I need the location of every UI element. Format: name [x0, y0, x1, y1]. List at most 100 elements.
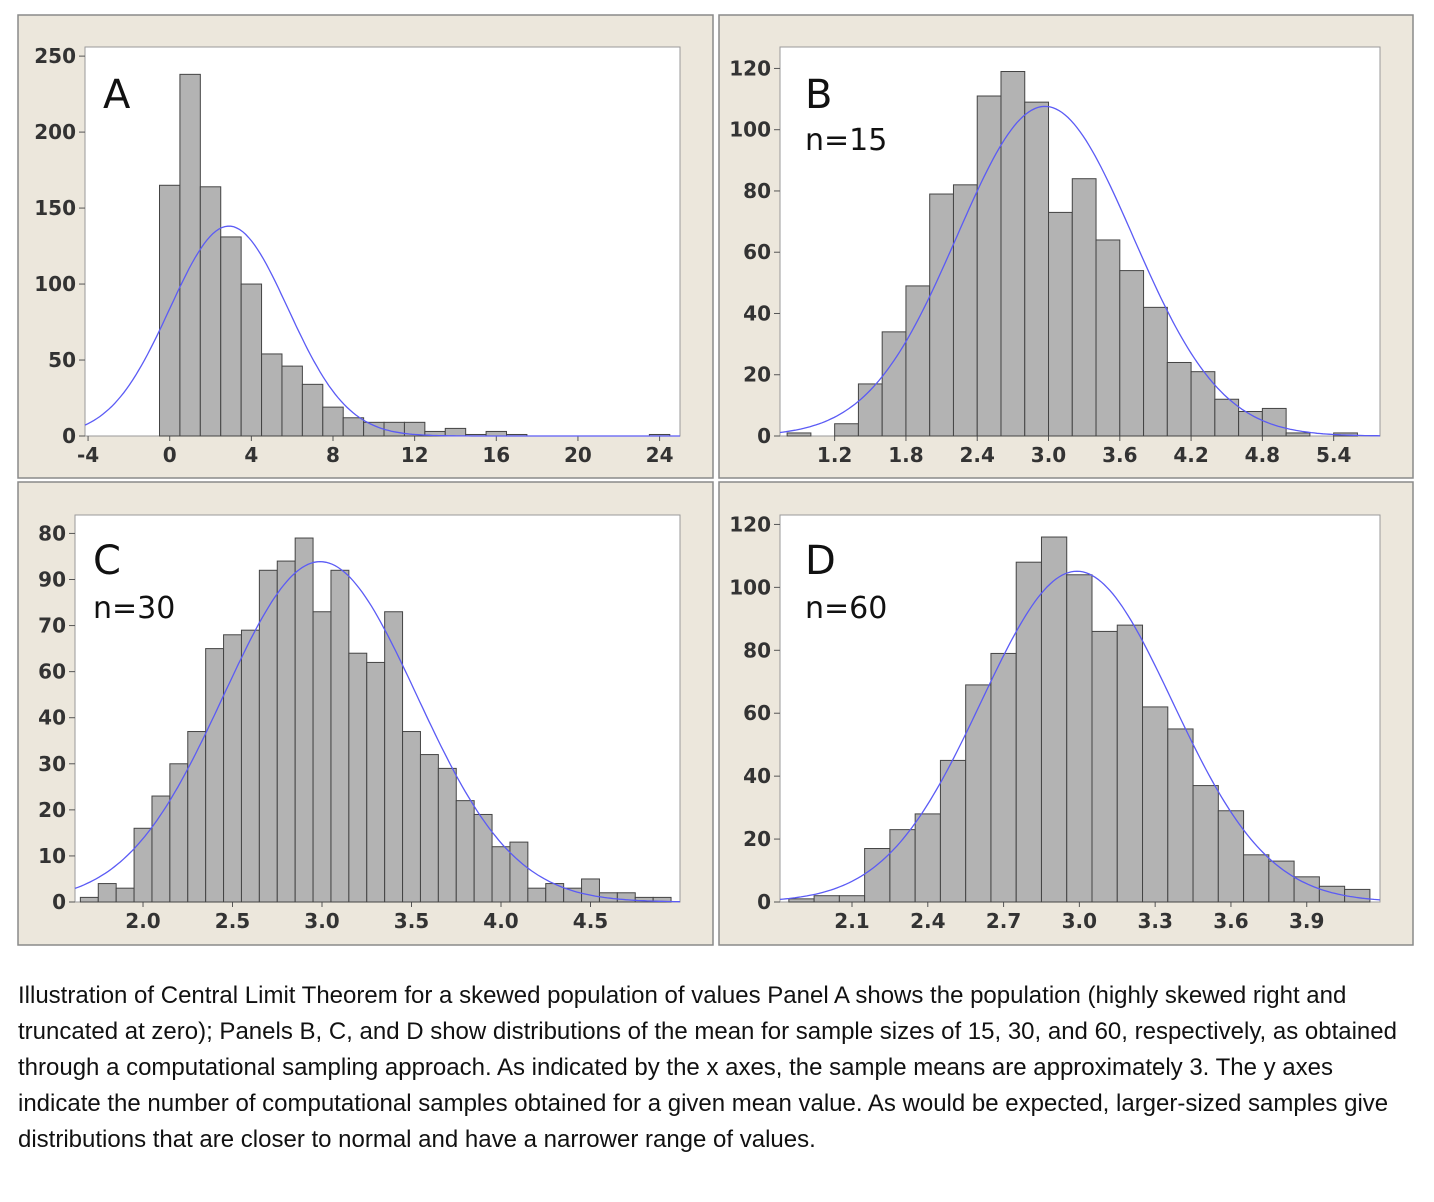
bar: [889, 829, 916, 903]
bar: [79, 896, 99, 903]
bar: [312, 611, 332, 903]
bar: [240, 283, 263, 437]
bar: [342, 417, 365, 437]
x-tick-label: 0: [163, 443, 177, 467]
x-tick-label: 3.0: [304, 909, 339, 933]
fit-curve: [779, 105, 1381, 437]
bar: [205, 648, 225, 903]
y-tick-label: 40: [743, 301, 771, 325]
bar: [240, 629, 260, 903]
bar: [455, 800, 475, 903]
x-tick-label: 16: [482, 443, 510, 467]
bar: [437, 767, 457, 903]
x-tick-label: 24: [646, 443, 674, 467]
bar: [838, 895, 866, 903]
bar: [1015, 561, 1042, 903]
panel-label: D: [805, 538, 836, 584]
x-tick-label: -4: [77, 443, 99, 467]
bar: [187, 731, 207, 903]
fit-curve: [84, 225, 680, 437]
bar: [363, 421, 385, 437]
x-tick-label: 12: [401, 443, 429, 467]
y-tick-label: 0: [757, 424, 771, 448]
bar: [330, 569, 350, 903]
x-tick-label: 2.1: [834, 909, 869, 933]
x-tick-label: 2.7: [986, 909, 1021, 933]
bar: [199, 186, 222, 437]
y-tick-label: 20: [743, 363, 771, 387]
x-tick-label: 4.5: [573, 909, 608, 933]
bar: [1024, 101, 1050, 437]
bar: [223, 634, 242, 903]
y-tick-label: 100: [729, 575, 771, 599]
bar: [384, 611, 404, 903]
bar: [965, 684, 992, 903]
y-tick-label: 0: [52, 890, 66, 914]
x-tick-label: 3.6: [1213, 909, 1248, 933]
bar: [348, 652, 368, 903]
y-tick-label: 250: [34, 44, 76, 68]
x-tick-label: 2.4: [910, 909, 945, 933]
y-tick-label: 0: [757, 890, 771, 914]
y-tick-label: 50: [48, 348, 76, 372]
bar: [1066, 574, 1093, 903]
bar: [301, 383, 324, 437]
y-tick-label: 60: [743, 701, 771, 725]
bar: [1142, 706, 1169, 903]
bar: [1143, 306, 1168, 437]
bar: [159, 184, 181, 437]
bar: [281, 365, 303, 437]
bar: [581, 878, 600, 903]
y-tick-label: 40: [38, 706, 66, 730]
bar: [786, 432, 812, 437]
y-tick-label: 70: [38, 614, 66, 638]
panel-label: A: [103, 72, 131, 118]
bar: [419, 754, 439, 903]
y-tick-label: 80: [38, 521, 66, 545]
bar: [834, 423, 859, 437]
x-tick-label: 2.0: [125, 909, 160, 933]
x-tick-label: 4: [244, 443, 258, 467]
x-tick-label: 3.5: [394, 909, 429, 933]
panel-annotation: n=60: [805, 591, 887, 626]
x-tick-label: 4.0: [483, 909, 518, 933]
bar: [294, 537, 314, 903]
y-tick-label: 0: [62, 424, 76, 448]
bar: [402, 731, 421, 903]
x-tick-label: 1.2: [817, 443, 852, 467]
y-tick-label: 200: [34, 120, 76, 144]
x-tick-label: 20: [564, 443, 592, 467]
bar: [1285, 432, 1311, 437]
y-tick-label: 10: [38, 844, 66, 868]
y-tick-label: 20: [743, 827, 771, 851]
bar: [1091, 630, 1118, 903]
bar: [813, 895, 840, 903]
bar: [857, 383, 883, 437]
x-tick-label: 3.0: [1062, 909, 1097, 933]
bar: [491, 846, 511, 903]
y-tick-label: 100: [729, 118, 771, 142]
bar: [914, 813, 941, 903]
x-tick-label: 8: [326, 443, 340, 467]
x-tick-label: 3.3: [1137, 909, 1172, 933]
y-tick-label: 120: [729, 512, 771, 536]
x-tick-label: 2.4: [960, 443, 995, 467]
bar: [366, 661, 386, 903]
y-tick-label: 90: [38, 568, 66, 592]
bar: [509, 841, 529, 903]
bar: [444, 427, 467, 437]
bar: [1040, 536, 1068, 903]
bar: [527, 887, 547, 903]
bar: [1048, 211, 1073, 437]
bar: [97, 883, 117, 903]
bar: [652, 896, 672, 903]
y-tick-label: 20: [38, 798, 66, 822]
y-tick-label: 60: [38, 660, 66, 684]
bar: [261, 353, 283, 437]
x-tick-label: 3.0: [1031, 443, 1066, 467]
y-tick-label: 100: [34, 272, 76, 296]
y-tick-label: 40: [743, 764, 771, 788]
bar: [1095, 239, 1121, 437]
